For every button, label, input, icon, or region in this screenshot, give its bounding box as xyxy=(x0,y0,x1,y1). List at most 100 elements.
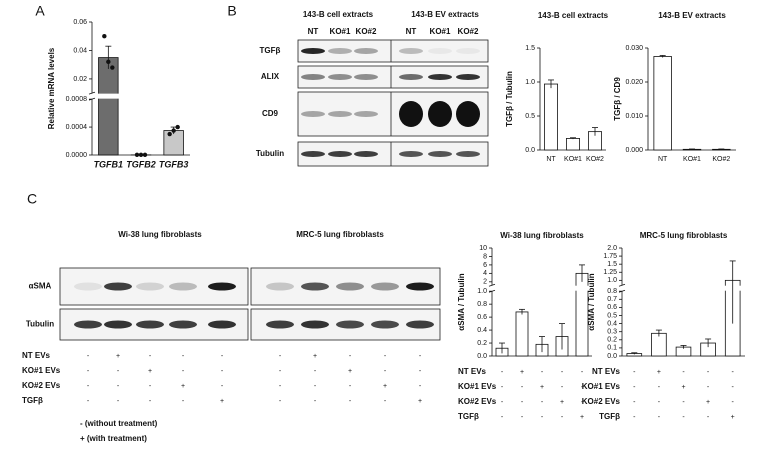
y-tick-label: 0.5 xyxy=(525,113,535,120)
lane-label: KO#2 xyxy=(458,27,479,36)
treatment-sign: + xyxy=(560,399,564,406)
treatment-sign: - xyxy=(419,368,422,375)
row-label: αSMA xyxy=(29,282,52,291)
band xyxy=(169,282,197,291)
y-tick-label: 0.020 xyxy=(625,79,643,86)
y-tick-label: 0.030 xyxy=(625,45,643,52)
panel-label: A xyxy=(35,3,45,19)
y-tick-label: 0.000 xyxy=(625,147,643,154)
y-tick-label: 0.04 xyxy=(73,47,87,54)
treatment-label: KO#1 EVs xyxy=(22,366,61,375)
y-tick-label: 0.0000 xyxy=(66,152,88,159)
treatment-sign: - xyxy=(279,368,282,375)
treatment-label: NT EVs xyxy=(458,367,487,376)
bar xyxy=(651,332,667,357)
y-tick-label: 1.75 xyxy=(603,253,617,260)
treatment-sign: - xyxy=(561,384,564,391)
y-tick-label: 0.2 xyxy=(607,337,617,344)
y-tick-label: 1.5 xyxy=(607,261,617,268)
treatment-sign: - xyxy=(117,368,120,375)
treatment-sign: + xyxy=(348,368,352,375)
bar xyxy=(163,130,184,156)
treatment-sign: - xyxy=(658,414,661,421)
treatment-sign: - xyxy=(279,353,282,360)
treatment-sign: + xyxy=(731,414,735,421)
band xyxy=(371,320,399,329)
treatment-sign: - xyxy=(419,353,422,360)
treatment-sign: - xyxy=(633,384,636,391)
band xyxy=(371,282,399,291)
treatment-sign: - xyxy=(87,353,90,360)
axis-break xyxy=(88,91,96,95)
band xyxy=(301,74,325,80)
y-axis-label: Relative mRNA levels xyxy=(47,47,56,129)
y-tick-label: 0.8 xyxy=(477,301,487,308)
band xyxy=(354,151,378,157)
treatment-label: NT EVs xyxy=(592,367,621,376)
lane-label: NT xyxy=(406,27,417,36)
treatment-sign: - xyxy=(419,383,422,390)
panel-label: B xyxy=(227,3,236,19)
treatment-sign: - xyxy=(521,399,524,406)
treatment-sign: + xyxy=(383,383,387,390)
band xyxy=(399,101,423,127)
band xyxy=(301,151,325,157)
treatment-sign: - xyxy=(658,384,661,391)
treatment-sign: - xyxy=(682,414,685,421)
bar xyxy=(566,138,581,151)
y-tick-label: 0.6 xyxy=(607,304,617,311)
band xyxy=(74,282,102,291)
row-label: ALIX xyxy=(261,72,280,81)
data-point xyxy=(142,152,148,158)
band xyxy=(336,320,364,329)
treatment-sign: - xyxy=(149,353,152,360)
treatment-sign: - xyxy=(561,414,564,421)
treatment-sign: - xyxy=(149,398,152,405)
row-label: CD9 xyxy=(262,109,279,118)
y-tick-label: 0.02 xyxy=(73,76,87,83)
treatment-sign: + xyxy=(681,384,685,391)
band xyxy=(456,74,480,80)
treatment-sign: + xyxy=(418,398,422,405)
blot-box xyxy=(297,39,489,63)
band xyxy=(266,320,294,329)
y-tick-label: 0.2 xyxy=(477,340,487,347)
band xyxy=(456,101,480,127)
data-point xyxy=(175,124,180,130)
band xyxy=(456,151,480,157)
y-tick-label: 2 xyxy=(483,279,487,286)
treatment-sign: + xyxy=(116,353,120,360)
treatment-sign: - xyxy=(732,369,735,376)
x-tick-label: KO#1 xyxy=(683,156,701,163)
treatment-sign: - xyxy=(314,368,317,375)
blot-header: 143-B EV extracts xyxy=(411,10,479,19)
y-axis-label: αSMA / Tubulin xyxy=(457,273,466,330)
data-point xyxy=(134,152,140,157)
treatment-sign: - xyxy=(221,383,224,390)
band xyxy=(336,282,364,291)
treatment-sign: - xyxy=(501,414,504,421)
y-tick-label: 1.25 xyxy=(603,269,617,276)
y-axis-label: TGFβ / CD9 xyxy=(613,77,622,121)
band xyxy=(399,48,423,54)
y-tick-label: 0.0 xyxy=(477,353,487,360)
data-point xyxy=(106,59,111,65)
treatment-sign: - xyxy=(707,414,710,421)
y-tick-label: 0.5 xyxy=(607,312,617,319)
band xyxy=(74,320,102,329)
band xyxy=(406,282,434,291)
x-tick-label: KO#2 xyxy=(586,156,604,163)
x-tick-label: KO#1 xyxy=(564,156,582,163)
treatment-sign: - xyxy=(182,398,185,405)
y-tick-label: 6 xyxy=(483,262,487,269)
treatment-label: KO#1 EVs xyxy=(458,382,497,391)
band xyxy=(328,48,352,54)
legend-text: - (without treatment) xyxy=(80,419,158,428)
treatment-sign: - xyxy=(732,384,735,391)
band xyxy=(208,282,236,291)
treatment-sign: - xyxy=(707,369,710,376)
treatment-sign: - xyxy=(521,414,524,421)
treatment-label: TGFβ xyxy=(22,396,43,405)
y-tick-label: 0.0 xyxy=(525,147,535,154)
band xyxy=(208,320,236,329)
